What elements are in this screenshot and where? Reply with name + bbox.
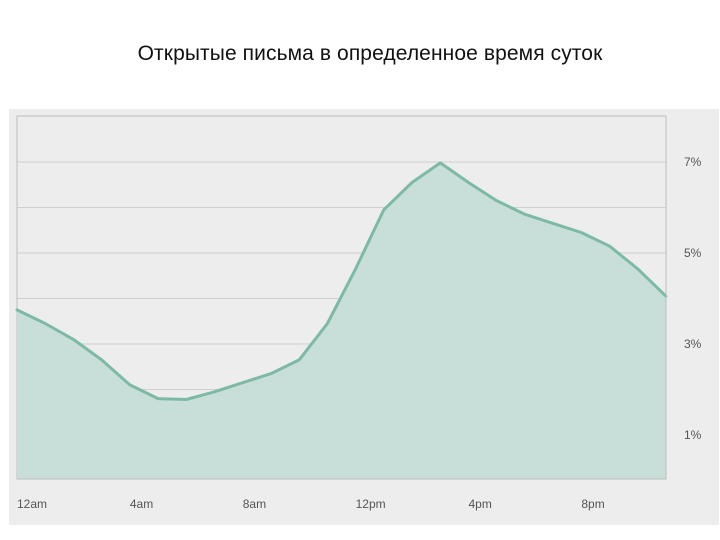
x-tick-label: 4am	[130, 497, 153, 511]
y-tick-label: 5%	[684, 246, 702, 260]
series-line	[15, 161, 668, 401]
x-tick-label: 8pm	[581, 497, 604, 511]
y-tick-label: 7%	[684, 155, 702, 169]
y-tick-label: 3%	[684, 337, 702, 351]
chart-title: Открытые письма в определенное время сут…	[137, 42, 603, 65]
x-tick-label: 12pm	[356, 497, 386, 511]
y-tick-label: 1%	[684, 428, 702, 442]
x-tick-label: 8am	[243, 497, 266, 511]
x-tick-label: 12am	[17, 497, 47, 511]
area-chart: 1% 3% 5% 7% 12am 4am 8am 12pm 4pm 8pm	[15, 115, 702, 511]
x-tick-label: 4pm	[468, 497, 491, 511]
chart-panel: 1% 3% 5% 7% 12am 4am 8am 12pm 4pm 8pm	[9, 109, 719, 525]
